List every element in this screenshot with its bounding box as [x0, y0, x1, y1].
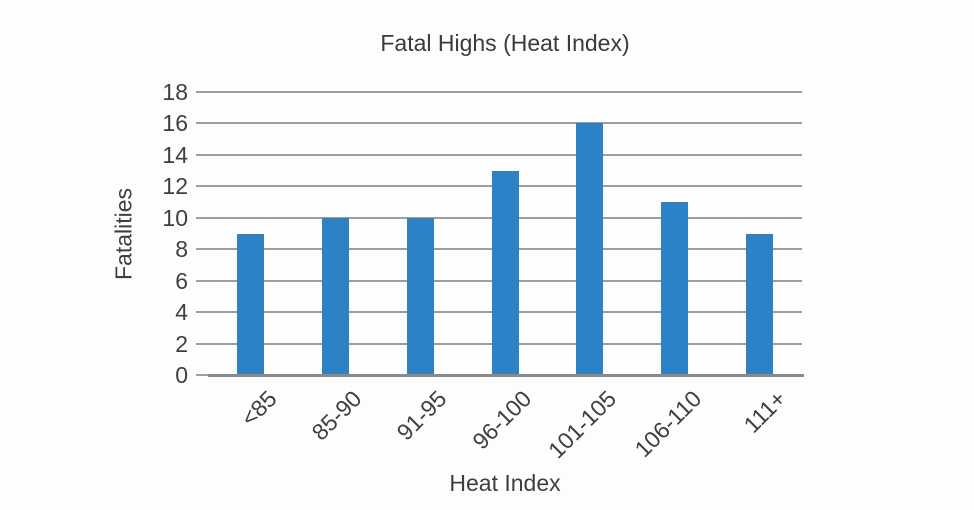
y-axis-tick-label: 4 — [175, 299, 188, 326]
y-axis-tick-label: 12 — [162, 173, 188, 200]
chart-title: Fatal Highs (Heat Index) — [380, 30, 630, 56]
bar — [236, 233, 264, 375]
y-axis-tick-label: 6 — [175, 267, 188, 294]
y-axis-tick — [196, 248, 208, 251]
bar — [491, 170, 519, 375]
x-axis-tick-label: 101-105 — [543, 385, 622, 464]
y-axis-tick — [196, 342, 208, 345]
y-axis-tick-label: 2 — [175, 330, 188, 357]
x-axis-title: Heat Index — [449, 470, 561, 496]
y-axis-tick — [196, 374, 208, 376]
y-axis-tick — [196, 185, 208, 188]
y-axis-tick-label: 16 — [162, 110, 188, 137]
y-axis-tick — [196, 153, 208, 156]
bar — [406, 217, 434, 375]
bar — [661, 202, 689, 375]
gridline — [208, 122, 802, 125]
y-axis-tick — [196, 122, 208, 125]
x-axis-tick-label: <85 — [236, 385, 283, 432]
y-axis-title: Fatalities — [110, 187, 137, 281]
gridline — [208, 91, 802, 93]
bar — [321, 217, 349, 375]
y-axis-tick-label: 8 — [175, 236, 188, 263]
y-axis-tick-label: 0 — [175, 362, 188, 388]
x-axis-tick-label: 91-95 — [391, 385, 452, 446]
bar — [746, 233, 774, 375]
y-axis-tick-label: 18 — [162, 79, 188, 105]
x-axis-tick-label: 96-100 — [467, 385, 537, 455]
x-axis-tick-label: 106-110 — [629, 385, 707, 463]
y-axis-tick-label: 10 — [162, 204, 188, 231]
y-axis-tick — [196, 311, 208, 314]
x-axis-tick-label: 85-90 — [306, 385, 367, 446]
y-axis-tick — [196, 279, 208, 282]
y-axis-tick — [196, 216, 208, 219]
x-axis-tick-label: 111+ — [738, 385, 792, 438]
x-axis-line — [208, 374, 804, 377]
y-axis-tick-label: 14 — [162, 141, 188, 168]
gridline — [208, 153, 802, 156]
y-axis-tick — [196, 91, 208, 93]
bar — [576, 123, 604, 375]
